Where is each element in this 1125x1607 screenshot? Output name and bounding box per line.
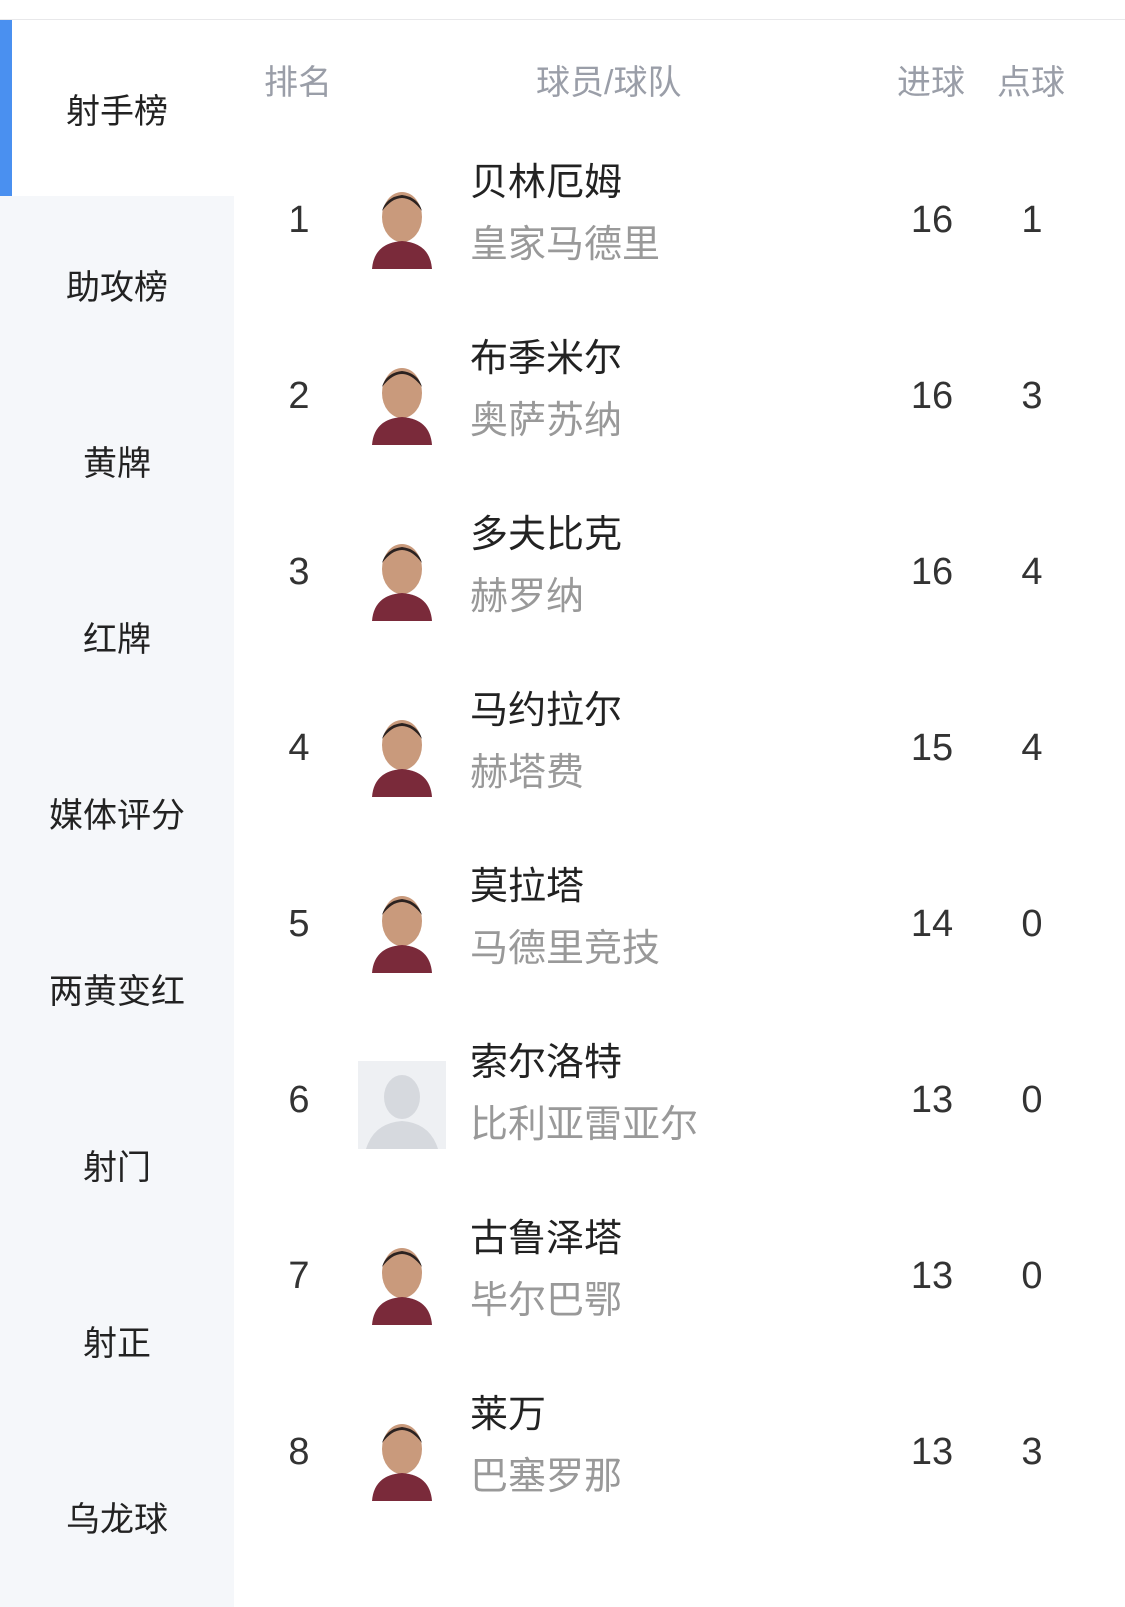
rank: 7 (288, 1255, 310, 1297)
team-name[interactable]: 巴塞罗那 (470, 1456, 623, 1498)
sidebar-item-label: 乌龙球 (66, 1500, 168, 1539)
goals-value: 15 (910, 727, 954, 769)
sidebar-item-label: 射手榜 (66, 92, 168, 131)
penalties-value: 1 (1021, 199, 1043, 241)
table-row[interactable]: 8 莱万 巴塞罗那 13 3 (234, 1369, 1125, 1545)
player-photo (358, 1413, 446, 1501)
goals-value: 13 (910, 1431, 954, 1473)
table-row[interactable]: 1 贝林厄姆 皇家马德里 16 1 (234, 137, 1125, 313)
rank: 8 (288, 1431, 310, 1473)
goals-value: 13 (910, 1255, 954, 1297)
goals-value: 16 (910, 199, 954, 241)
rank: 4 (288, 727, 310, 769)
rank: 5 (288, 903, 310, 945)
team-name[interactable]: 毕尔巴鄂 (470, 1280, 623, 1322)
placeholder-avatar-icon (358, 1061, 446, 1149)
team-name[interactable]: 马德里竞技 (470, 928, 661, 970)
sidebar-item-label: 红牌 (83, 620, 151, 659)
sidebar-item-label: 两黄变红 (49, 972, 185, 1011)
sidebar-item-6[interactable]: 射门 (0, 1076, 234, 1252)
category-sidebar: 射手榜助攻榜黄牌红牌媒体评分两黄变红射门射正乌龙球 (0, 20, 234, 1607)
player-photo (358, 181, 446, 269)
sidebar-item-3[interactable]: 红牌 (0, 548, 234, 724)
rank: 6 (288, 1079, 310, 1121)
table-row[interactable]: 7 古鲁泽塔 毕尔巴鄂 13 0 (234, 1193, 1125, 1369)
goals-value: 14 (910, 903, 954, 945)
penalties-value: 4 (1021, 551, 1043, 593)
sidebar-item-1[interactable]: 助攻榜 (0, 196, 234, 372)
goals-value: 16 (910, 551, 954, 593)
player-photo (358, 533, 446, 621)
table-row[interactable]: 5 莫拉塔 马德里竞技 14 0 (234, 841, 1125, 1017)
team-name[interactable]: 赫罗纳 (470, 576, 585, 618)
table-row[interactable]: 6 索尔洛特 比利亚雷亚尔 13 0 (234, 1017, 1125, 1193)
player-name[interactable]: 贝林厄姆 (470, 162, 623, 204)
sidebar-item-7[interactable]: 射正 (0, 1252, 234, 1428)
header-goals: 进球 (897, 64, 965, 102)
team-name[interactable]: 奥萨苏纳 (470, 400, 623, 442)
penalties-value: 0 (1021, 1079, 1043, 1121)
sidebar-item-label: 黄牌 (83, 444, 151, 483)
header-penalties: 点球 (997, 64, 1065, 102)
rank: 2 (288, 375, 310, 417)
table-row[interactable]: 4 马约拉尔 赫塔费 15 4 (234, 665, 1125, 841)
penalties-value: 0 (1021, 1255, 1043, 1297)
player-photo (358, 885, 446, 973)
player-photo (358, 1237, 446, 1325)
player-name[interactable]: 莱万 (470, 1394, 547, 1436)
rank: 3 (288, 551, 310, 593)
rank: 1 (288, 199, 310, 241)
header-rank: 排名 (264, 64, 332, 102)
table-row[interactable]: 2 布季米尔 奥萨苏纳 16 3 (234, 313, 1125, 489)
player-name[interactable]: 莫拉塔 (470, 866, 585, 908)
sidebar-item-label: 射正 (83, 1324, 151, 1363)
goals-value: 13 (910, 1079, 954, 1121)
penalties-value: 3 (1021, 375, 1043, 417)
player-name[interactable]: 马约拉尔 (470, 690, 623, 732)
penalties-value: 3 (1021, 1431, 1043, 1473)
player-photo (358, 709, 446, 797)
player-name[interactable]: 古鲁泽塔 (470, 1218, 623, 1260)
penalties-value: 0 (1021, 903, 1043, 945)
sidebar-item-2[interactable]: 黄牌 (0, 372, 234, 548)
penalties-value: 4 (1021, 727, 1043, 769)
sidebar-item-5[interactable]: 两黄变红 (0, 900, 234, 1076)
top-divider (0, 19, 1125, 20)
table-row[interactable]: 3 多夫比克 赫罗纳 16 4 (234, 489, 1125, 665)
team-name[interactable]: 赫塔费 (470, 752, 585, 794)
header-player-team: 球员/球队 (536, 64, 682, 102)
sidebar-item-8[interactable]: 乌龙球 (0, 1428, 234, 1604)
player-name[interactable]: 布季米尔 (470, 338, 623, 380)
sidebar-item-label: 助攻榜 (66, 268, 168, 307)
sidebar-item-4[interactable]: 媒体评分 (0, 724, 234, 900)
goals-value: 16 (910, 375, 954, 417)
sidebar-item-label: 射门 (83, 1148, 151, 1187)
team-name[interactable]: 皇家马德里 (470, 224, 661, 266)
player-photo (358, 357, 446, 445)
sidebar-item-label: 媒体评分 (49, 796, 185, 835)
player-name[interactable]: 索尔洛特 (470, 1042, 623, 1084)
team-name[interactable]: 比利亚雷亚尔 (470, 1104, 699, 1146)
sidebar-item-0[interactable]: 射手榜 (0, 20, 234, 196)
player-name[interactable]: 多夫比克 (470, 514, 623, 556)
